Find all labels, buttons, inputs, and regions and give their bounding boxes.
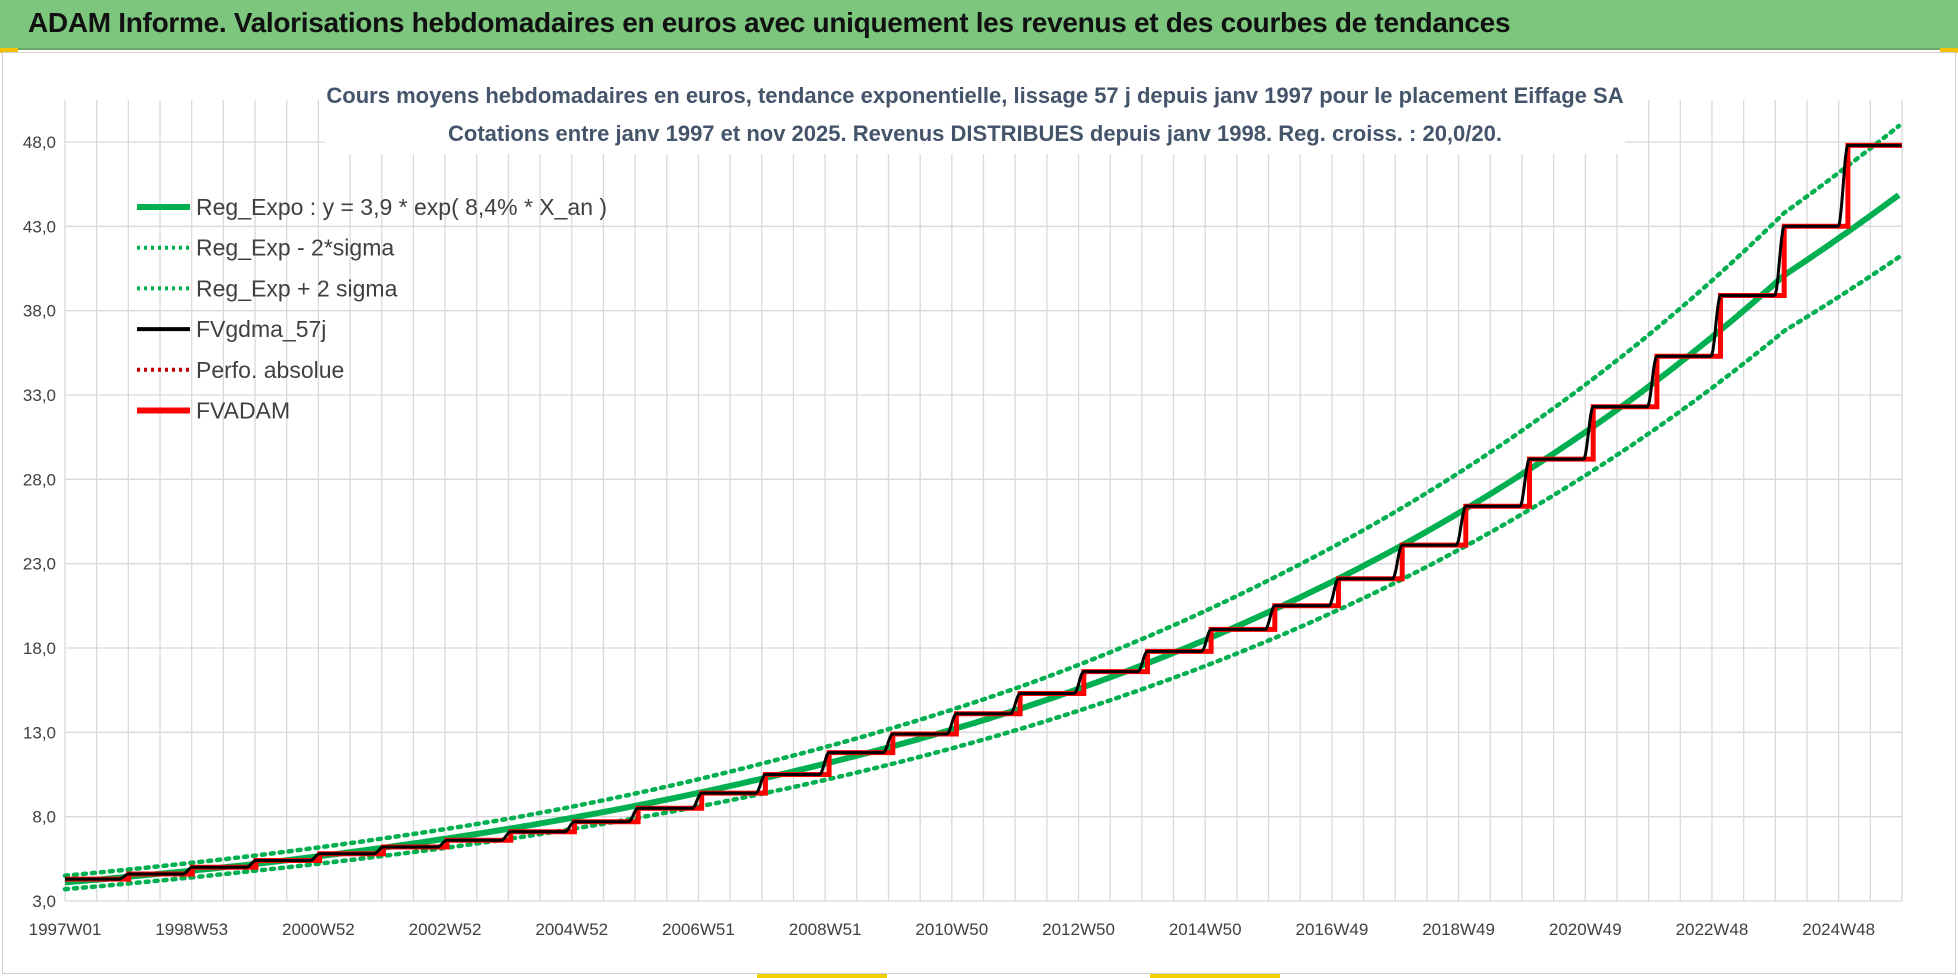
x-tick-label: 2022W48 xyxy=(1676,920,1749,939)
legend-label: Perfo. absolue xyxy=(196,357,344,383)
report-title: ADAM Informe. Valorisations hebdomadaire… xyxy=(28,7,1511,38)
chart-title: Cours moyens hebdomadaires en euros, ten… xyxy=(326,83,1623,108)
x-tick-label: 2004W52 xyxy=(535,920,608,939)
y-tick-label: 3,0 xyxy=(32,892,56,911)
y-tick-label: 48,0 xyxy=(23,133,56,152)
bottom-accent-left xyxy=(757,974,887,978)
series-layer xyxy=(62,123,1902,892)
series-fvgdma-57j xyxy=(65,143,1902,881)
series-reg-exp-plus-2sigma xyxy=(62,123,1902,878)
legend: Reg_Expo : y = 3,9 * exp( 8,4% * X_an ) R… xyxy=(137,194,607,424)
legend-label: FVgdma_57j xyxy=(196,316,326,342)
x-tick-label: 2024W48 xyxy=(1802,920,1875,939)
title-background xyxy=(325,76,1625,154)
report-banner: ADAM Informe. Valorisations hebdomadaire… xyxy=(0,0,1958,50)
corner-accent-left xyxy=(0,48,18,53)
x-tick-label: 2006W51 xyxy=(662,920,735,939)
x-tick-label: 1997W01 xyxy=(29,920,102,939)
y-tick-label: 23,0 xyxy=(23,555,56,574)
x-tick-label: 2000W52 xyxy=(282,920,355,939)
x-tick-label: 2010W50 xyxy=(915,920,988,939)
y-tick-label: 28,0 xyxy=(23,470,56,489)
chart-subtitle: Cotations entre janv 1997 et nov 2025. R… xyxy=(448,121,1502,146)
bottom-accent-right xyxy=(1150,974,1280,978)
x-tick-label: 2014W50 xyxy=(1169,920,1242,939)
legend-label: Reg_Expo : y = 3,9 * exp( 8,4% * X_an ) xyxy=(196,194,607,220)
series-reg-exp-minus-2sigma xyxy=(62,254,1902,892)
x-tick-label: 2020W49 xyxy=(1549,920,1622,939)
x-tick-label: 2016W49 xyxy=(1296,920,1369,939)
x-tick-label: 2008W51 xyxy=(789,920,862,939)
chart-area xyxy=(2,52,1956,974)
legend-label: Reg_Exp - 2*sigma xyxy=(196,235,394,261)
x-tick-label: 2002W52 xyxy=(409,920,482,939)
x-tick-label: 1998W53 xyxy=(155,920,228,939)
legend-label: FVADAM xyxy=(196,398,290,424)
y-tick-label: 33,0 xyxy=(23,386,56,405)
y-tick-label: 18,0 xyxy=(23,639,56,658)
corner-accent-right xyxy=(1940,48,1958,53)
y-tick-label: 43,0 xyxy=(23,217,56,236)
y-tick-label: 8,0 xyxy=(32,808,56,827)
x-tick-label: 2012W50 xyxy=(1042,920,1115,939)
y-tick-label: 13,0 xyxy=(23,723,56,742)
axis-labels: 3,0 8,0 13,0 18,0 23,0 28,0 33,0 38,0 43,0 48,0 19… xyxy=(23,133,1875,939)
legend-label: Reg_Exp + 2 sigma xyxy=(196,275,398,301)
grid xyxy=(64,100,1903,902)
y-tick-label: 38,0 xyxy=(23,302,56,321)
x-tick-label: 2018W49 xyxy=(1422,920,1495,939)
